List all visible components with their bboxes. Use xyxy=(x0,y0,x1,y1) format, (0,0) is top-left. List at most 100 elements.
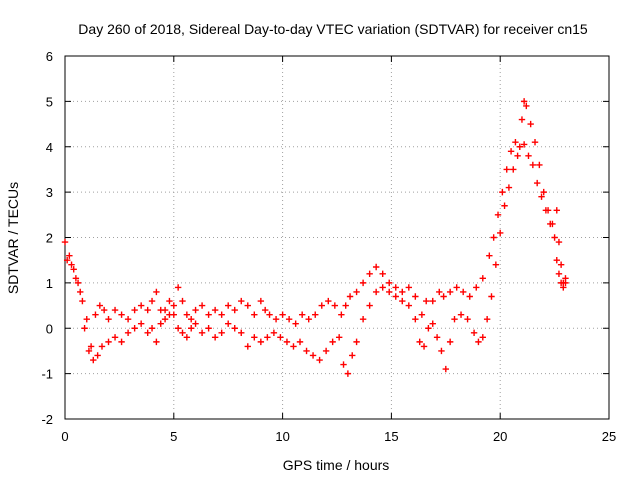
data-point-plus xyxy=(312,311,319,318)
y-tick-label: 4 xyxy=(46,140,53,155)
data-point-plus xyxy=(179,329,186,336)
data-point-plus xyxy=(392,293,399,300)
data-point-plus xyxy=(192,320,199,327)
y-tick-label: 0 xyxy=(46,321,53,336)
data-point-plus xyxy=(488,293,495,300)
data-point-plus xyxy=(309,352,317,359)
data-point-plus xyxy=(231,306,238,314)
data-point-plus xyxy=(453,284,460,291)
data-point-plus xyxy=(451,315,458,323)
data-point-plus xyxy=(144,306,151,314)
data-point-plus xyxy=(557,261,565,268)
data-point-plus xyxy=(466,293,473,300)
data-point-plus xyxy=(251,311,258,318)
data-point-plus xyxy=(188,325,195,332)
data-point-plus xyxy=(90,356,97,364)
data-point-plus xyxy=(494,211,502,219)
data-point-plus xyxy=(124,315,132,323)
data-point-plus xyxy=(560,284,567,291)
data-point-plus xyxy=(211,334,219,341)
x-tick-label: 20 xyxy=(493,429,507,444)
data-point-plus xyxy=(492,261,500,268)
axis-ticks: 0 5 10 15 20 25 -2 -1 0 1 2 3 4 5 6 xyxy=(41,49,616,444)
data-point-plus xyxy=(464,315,471,323)
data-point-plus xyxy=(440,293,447,300)
data-point-plus xyxy=(503,166,510,173)
data-point-plus xyxy=(137,302,145,309)
data-point-plus xyxy=(70,266,77,273)
data-point-plus xyxy=(520,98,528,105)
x-tick-label: 10 xyxy=(275,429,289,444)
data-point-plus xyxy=(438,347,445,355)
data-point-plus xyxy=(272,315,280,323)
data-point-plus xyxy=(105,338,112,346)
data-point-plus xyxy=(338,311,345,318)
data-point-plus xyxy=(290,343,297,350)
data-point-plus xyxy=(170,311,177,318)
data-point-plus xyxy=(144,329,151,336)
data-point-plus xyxy=(225,320,232,327)
data-point-plus xyxy=(525,152,532,160)
data-point-plus xyxy=(518,116,526,123)
data-point-plus xyxy=(418,311,426,318)
data-point-plus xyxy=(335,334,343,341)
y-axis-label: SDTVAR / TECUs xyxy=(5,182,21,294)
data-point-plus xyxy=(536,161,543,169)
data-point-plus xyxy=(318,302,325,309)
data-points xyxy=(61,98,569,377)
data-point-plus xyxy=(161,315,169,323)
data-point-plus xyxy=(166,297,173,305)
data-point-plus xyxy=(279,311,286,318)
data-point-plus xyxy=(92,311,99,318)
data-point-plus xyxy=(72,275,80,282)
data-point-plus xyxy=(96,302,104,309)
data-point-plus xyxy=(198,302,206,309)
data-point-plus xyxy=(429,320,436,327)
data-point-plus xyxy=(131,306,138,314)
data-point-plus xyxy=(549,220,556,228)
x-tick-label: 25 xyxy=(602,429,616,444)
data-point-plus xyxy=(479,334,486,341)
data-point-plus xyxy=(325,297,332,305)
data-point-plus xyxy=(153,288,160,296)
data-point-plus xyxy=(507,148,515,155)
data-point-plus xyxy=(520,141,528,148)
data-point-plus xyxy=(529,161,537,169)
data-point-plus xyxy=(85,347,93,355)
data-point-plus xyxy=(183,334,191,341)
data-point-plus xyxy=(353,338,360,346)
data-point-plus xyxy=(322,347,330,355)
data-point-plus xyxy=(118,311,125,318)
data-point-plus xyxy=(137,320,145,327)
data-point-plus xyxy=(79,297,86,305)
data-point-plus xyxy=(366,302,373,309)
data-point-plus xyxy=(251,334,258,341)
data-point-plus xyxy=(83,315,90,323)
data-point-plus xyxy=(499,188,506,196)
chart-title: Day 260 of 2018, Sidereal Day-to-day VTE… xyxy=(78,21,588,37)
data-point-plus xyxy=(340,361,347,368)
data-point-plus xyxy=(359,279,367,287)
data-point-plus xyxy=(540,188,547,196)
data-point-plus xyxy=(94,352,101,359)
data-point-plus xyxy=(63,256,71,264)
data-point-plus xyxy=(244,302,251,309)
data-point-plus xyxy=(470,329,478,336)
data-point-plus xyxy=(533,179,541,187)
data-point-plus xyxy=(405,302,413,309)
data-point-plus xyxy=(379,270,386,277)
data-point-plus xyxy=(205,325,212,332)
data-point-plus xyxy=(218,311,225,318)
data-point-plus xyxy=(553,207,560,214)
data-point-plus xyxy=(349,352,356,359)
series-1 xyxy=(61,139,569,350)
data-point-plus xyxy=(555,238,563,246)
data-point-plus xyxy=(457,311,465,318)
data-point-plus xyxy=(372,288,380,296)
data-point-plus xyxy=(225,302,232,309)
data-point-plus xyxy=(399,288,406,296)
data-point-plus xyxy=(81,325,88,332)
data-point-plus xyxy=(486,252,493,259)
data-point-plus xyxy=(331,302,339,309)
data-point-plus xyxy=(505,184,513,191)
